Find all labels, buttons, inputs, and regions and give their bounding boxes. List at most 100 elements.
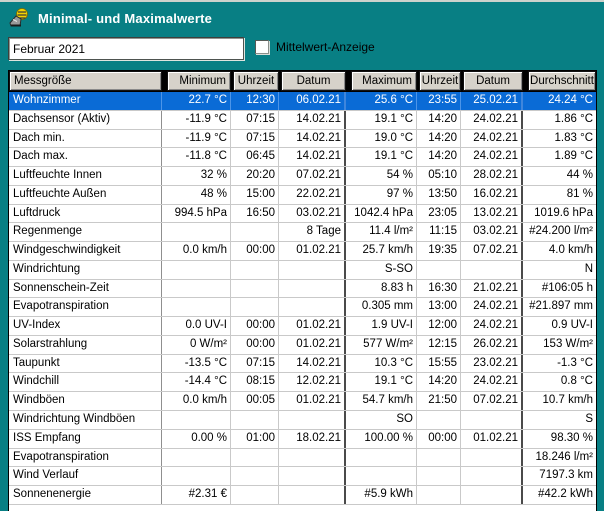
table-row[interactable]: Dachsensor (Aktiv) -11.9 °C 07:15 14.02.21 1… [9,110,596,130]
cell: 153 W/m² [543,337,593,350]
cell: 28.02.21 [461,167,523,185]
cell: 16:50 [231,204,279,223]
cell: 03.02.21 [279,204,346,223]
cell: 14.02.21 [279,129,346,148]
table-row[interactable]: Wohnzimmer 22.7 °C 12:30 06.02.21 25.6 °C 23:… [9,92,596,111]
cell: 05:10 [417,167,461,185]
cell: 0.00 % [162,429,231,448]
cell: 48 % [162,185,231,204]
cell: 10.7 km/h [542,394,594,407]
cell: 00:05 [231,392,279,411]
table-row[interactable]: Luftfeuchte Innen 32 % 20:20 07.02.21 54 % 05… [9,167,596,186]
table-row[interactable]: Luftdruck 994.5 hPa 16:50 03.02.21 1042.4 hP… [9,204,596,224]
table-row[interactable]: Sonnenenergie #2.31 € #5.9 kWh #42.2 kWh [9,486,596,505]
cell: 00:00 [417,429,461,448]
table-row[interactable]: Evapotranspiration 0.305 mm 13:00 24.02.21 #… [9,298,596,318]
cell [279,486,346,504]
cell: 21:50 [417,392,461,411]
cell [162,223,231,242]
cell: 12:15 [417,335,461,354]
cell [461,260,523,279]
cell: Luftfeuchte Innen [9,167,162,185]
cell: 07:15 [231,129,279,148]
cell: ISS Empfang [9,429,162,448]
cell: -11.9 °C [162,129,231,148]
cell: 24.24 °C [548,94,593,106]
cell [279,298,346,317]
cell [279,411,346,429]
table-row[interactable]: Windchill -14.4 °C 08:15 12.02.21 19.1 °C 14:… [9,373,596,393]
table-row[interactable]: Luftfeuchte Außen 48 % 15:00 22.02.21 97 % 13… [9,185,596,205]
table-row[interactable]: Windböen 0.0 km/h 00:05 01.02.21 54.7 km/h 21… [9,392,596,412]
table-row[interactable]: Wind Verlauf 7197.3 km [9,467,596,487]
column-header-5: Uhrzeit [417,70,461,92]
cell: 22.02.21 [279,185,346,204]
table-row[interactable]: Windgeschwindigkeit 0.0 km/h 00:00 01.02.21… [9,242,596,261]
cell: 994.5 hPa [162,204,231,223]
cell: 0.0 UV-I [162,317,231,335]
cell: 7197.3 km [539,469,593,482]
cell: Solarstrahlung [9,335,162,354]
cell: S [585,413,593,426]
cell: 10.3 °C [346,354,417,373]
cell: 13:50 [417,185,461,204]
cell [417,448,461,467]
column-header-label: Uhrzeit [419,71,461,91]
cell: 25.6 °C [346,92,417,110]
cell: -13.5 °C [162,354,231,373]
cell: 01.02.21 [279,335,346,354]
table-row[interactable]: UV-Index 0.0 UV-I 00:00 01.02.21 1.9 UV-I 12:… [9,317,596,336]
minmax-table: Messgröße Minimum Uhrzeit Datum Maximum Uhrze… [8,70,597,511]
cell: 19:35 [417,242,461,260]
cell [279,279,346,298]
table-row[interactable]: Windrichtung Windböen SO S [9,411,596,430]
cell: 15:00 [231,185,279,204]
column-header-label: Durchschnitt [528,71,596,91]
table-body: Wohnzimmer 22.7 °C 12:30 06.02.21 25.6 °C 23:… [9,92,596,505]
cell: Windböen [9,392,162,411]
column-header-label: Messgröße [9,71,162,91]
table-row[interactable]: Evapotranspiration 18.246 l/m² [9,448,596,468]
cell: 14.02.21 [279,354,346,373]
table-row[interactable]: Windrichtung S-SO N [9,260,596,280]
cell: Dach max. [9,148,162,167]
cell: 0.0 km/h [162,392,231,411]
cell [162,298,231,317]
titlebar[interactable]: Minimal- und Maximalwerte [4,4,600,32]
cell: 07:15 [231,110,279,129]
cell: 14:20 [417,373,461,392]
table-row[interactable]: Sonnenschein-Zeit 8.83 h 16:30 21.02.21 #106… [9,279,596,299]
cell: #5.9 kWh [346,486,417,504]
cell: 4.0 km/h [548,244,593,257]
cell: 24.02.21 [461,148,523,167]
window-title: Minimal- und Maximalwerte [38,10,213,26]
table-row[interactable]: Dach max. -11.8 °C 06:45 14.02.21 19.1 °C 14:… [9,148,596,168]
table-row[interactable]: Dach min. -11.9 °C 07:15 14.02.21 19.0 °C 14:… [9,129,596,149]
cell [231,279,279,298]
column-header-1: Minimum [162,70,231,92]
mittelwert-checkbox[interactable] [255,40,269,54]
cell: 15:55 [417,354,461,373]
cell: 54 % [346,167,417,185]
cell: Dachsensor (Aktiv) [9,110,162,129]
cell [231,260,279,279]
cell: 0 W/m² [162,335,231,354]
period-input[interactable] [8,37,244,60]
cell: 03.02.21 [461,223,523,242]
table-row[interactable]: Regenmenge 8 Tage 11.4 l/m² 11:15 03.02.21 #2… [9,223,596,243]
table-header-row: Messgröße Minimum Uhrzeit Datum Maximum Uhrze… [9,70,596,92]
cell: Wohnzimmer [9,92,162,110]
cell: 11.4 l/m² [346,223,417,242]
cell: 12.02.21 [279,373,346,392]
cell: #42.2 kWh [538,488,593,501]
column-header-4: Maximum [346,70,417,92]
table-row[interactable]: Solarstrahlung 0 W/m² 00:00 01.02.21 577 W/m… [9,335,596,355]
cell: 25.02.21 [461,92,523,110]
cell: 8 Tage [279,223,346,242]
cell: 01.02.21 [279,242,346,260]
table-row[interactable]: Taupunkt -13.5 °C 07:15 14.02.21 10.3 °C 15:5… [9,354,596,374]
table-row[interactable]: ISS Empfang 0.00 % 01:00 18.02.21 100.00 % 00… [9,429,596,449]
cell: 98.30 % [550,431,593,444]
cell: UV-Index [9,317,162,335]
cell: 18.246 l/m² [535,450,593,463]
